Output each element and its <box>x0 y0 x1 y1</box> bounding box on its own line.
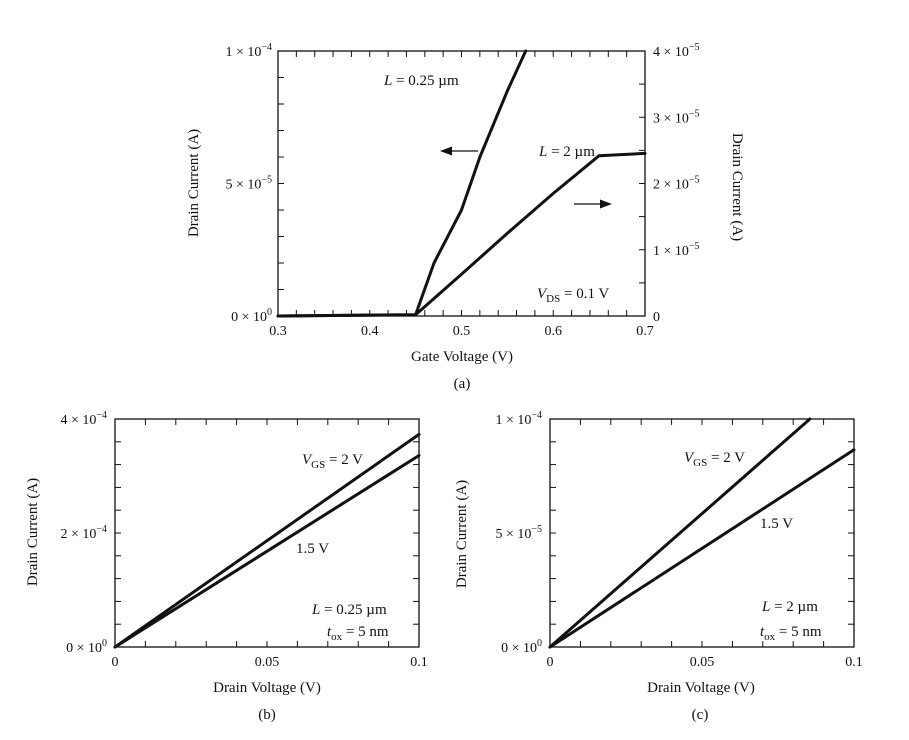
panel-a-xtick-label: 0.7 <box>636 324 654 339</box>
panel-a-xtick-label: 0.3 <box>269 324 287 339</box>
series-l2 <box>276 151 647 318</box>
annotation-vds: VDS = 0.1 V <box>537 286 609 305</box>
panel-c-ytick-label: 0 × 100 <box>501 638 542 656</box>
annotation-vgs-b: VGS = 2 V <box>302 452 363 471</box>
panel-a-xtick-label: 0.4 <box>361 324 379 339</box>
panel-a-ticks: 0.3 0.4 0.5 0.6 0.7 0 × 100 5 × 10−5 1 × 10−4 0 1… <box>225 42 699 339</box>
panel-a-right-ytick-label: 1 × 10−5 <box>653 241 700 259</box>
panel-b-series-vgs15 <box>113 454 421 649</box>
panel-b-ytick-label: 4 × 10−4 <box>60 410 107 428</box>
panel-b: 0 0.05 0.1 0 × 100 2 × 10−4 4 × 10−4 VGS = 2 … <box>25 410 428 723</box>
panel-c-series <box>548 417 856 649</box>
panel-b-xlabel: Drain Voltage (V) <box>213 680 321 696</box>
annotation-15v-c: 1.5 V <box>760 516 793 532</box>
panel-c-xtick-label: 0 <box>547 655 554 670</box>
panel-c: 0 0.05 0.1 0 × 100 5 × 10−5 1 × 10−4 VGS = 2 … <box>454 410 863 723</box>
panel-a-right-ytick-label: 3 × 10−5 <box>653 108 700 126</box>
panel-a-left-ytick-label: 0 × 100 <box>231 307 272 325</box>
panel-b-ytick-label: 2 × 10−4 <box>60 524 107 542</box>
annotation-tox-c: tox = 5 nm <box>760 624 822 643</box>
panel-c-xtick-label: 0.1 <box>845 655 863 670</box>
panel-c-series-vgs2 <box>548 417 812 649</box>
panel-a: 0.3 0.4 0.5 0.6 0.7 0 × 100 5 × 10−5 1 × 10−4 0 1… <box>186 42 745 392</box>
panel-a-left-ytick-label: 1 × 10−4 <box>225 42 272 60</box>
panel-c-ytick-label: 5 × 10−5 <box>495 524 542 542</box>
panel-c-xtick-label: 0.05 <box>690 655 715 670</box>
panel-a-xlabel: Gate Voltage (V) <box>411 349 513 365</box>
series-l025 <box>276 49 528 318</box>
panel-b-xtick-label: 0.1 <box>410 655 428 670</box>
panel-a-right-ytick-label: 4 × 10−5 <box>653 42 700 60</box>
annotation-tox-b: tox = 5 nm <box>327 624 389 643</box>
panel-a-right-ytick-label: 0 <box>653 310 660 325</box>
right-axis-arrow <box>574 199 612 209</box>
panel-c-ylabel: Drain Current (A) <box>454 480 470 588</box>
annotation-l2: L = 2 µm <box>538 144 595 160</box>
panel-a-series <box>276 49 647 318</box>
panel-a-ylabel-right: Drain Current (A) <box>729 133 745 241</box>
panel-c-xlabel: Drain Voltage (V) <box>647 680 755 696</box>
annotation-length-c: L = 2 µm <box>761 599 818 615</box>
panel-c-caption: (c) <box>692 707 709 723</box>
panel-c-ytick-label: 1 × 10−4 <box>495 410 542 428</box>
panel-b-series <box>113 432 421 649</box>
panel-a-xtick-label: 0.5 <box>453 324 471 339</box>
panel-b-series-vgs2 <box>113 432 421 649</box>
panel-b-xtick-label: 0.05 <box>255 655 280 670</box>
annotation-15v-b: 1.5 V <box>296 541 329 557</box>
panel-a-ylabel-left: Drain Current (A) <box>186 129 202 237</box>
panel-b-xtick-label: 0 <box>112 655 119 670</box>
annotation-l025: L = 0.25 µm <box>383 73 459 89</box>
panel-a-left-ytick-label: 5 × 10−5 <box>225 175 272 193</box>
panel-a-caption: (a) <box>454 376 471 392</box>
panel-b-ticks: 0 0.05 0.1 0 × 100 2 × 10−4 4 × 10−4 <box>60 410 427 670</box>
annotation-vgs-c: VGS = 2 V <box>684 450 745 469</box>
panel-b-ylabel: Drain Current (A) <box>25 478 41 586</box>
panel-c-ticks: 0 0.05 0.1 0 × 100 5 × 10−5 1 × 10−4 <box>495 410 862 670</box>
panel-a-xtick-label: 0.6 <box>545 324 563 339</box>
annotation-length-b: L = 0.25 µm <box>311 602 387 618</box>
left-axis-arrow <box>440 146 478 156</box>
panel-a-right-ytick-label: 2 × 10−5 <box>653 175 700 193</box>
panel-b-ytick-label: 0 × 100 <box>66 638 107 656</box>
panel-b-caption: (b) <box>258 707 276 723</box>
panel-c-series-vgs15 <box>548 448 856 649</box>
